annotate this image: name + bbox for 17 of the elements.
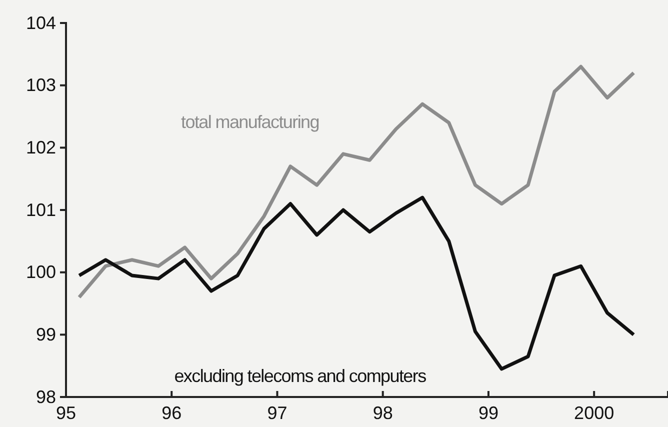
x-tick-label: 97 xyxy=(267,402,288,423)
y-tick-label: 98 xyxy=(36,386,56,407)
x-tick-label: 98 xyxy=(372,402,393,423)
y-tick-label: 100 xyxy=(26,262,56,282)
series-label: total manufacturing xyxy=(181,112,319,132)
x-tick-label: 2000 xyxy=(574,402,614,423)
y-tick-label: 101 xyxy=(26,200,56,220)
x-tick-label: 99 xyxy=(478,402,498,423)
x-tick-label: 95 xyxy=(56,402,76,423)
line-series xyxy=(77,64,636,300)
y-tick-label: 103 xyxy=(26,75,56,96)
x-tick-label: 96 xyxy=(162,402,182,423)
y-tick-label: 104 xyxy=(26,12,56,33)
y-tick-label: 99 xyxy=(36,324,56,344)
text: excluding telecoms and computers xyxy=(174,366,427,386)
line-series xyxy=(77,196,636,371)
y-tick-label: 102 xyxy=(26,137,56,158)
